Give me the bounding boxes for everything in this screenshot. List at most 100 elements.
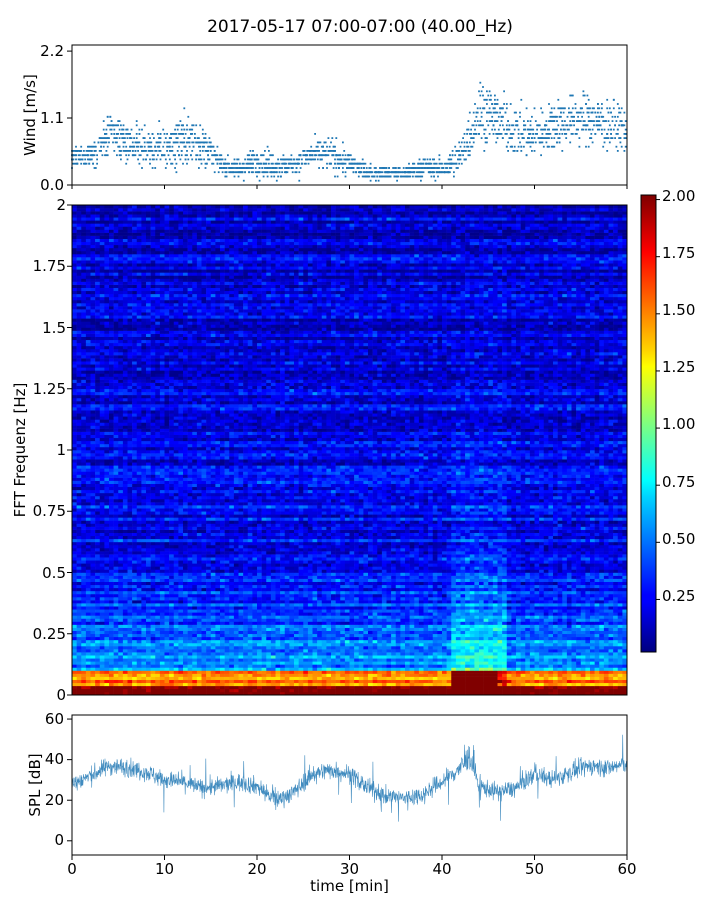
wind-point: [187, 158, 190, 161]
spectrogram-cell: [104, 673, 110, 677]
spectrogram-cell: [215, 685, 221, 690]
wind-point: [372, 175, 375, 178]
spectrogram-cell: [562, 646, 568, 650]
spectrogram-cell: [247, 670, 253, 674]
spectrogram-cell: [99, 621, 105, 625]
spectrogram-cell: [252, 646, 258, 650]
wind-point: [316, 141, 319, 144]
spectrogram-cell: [141, 630, 147, 635]
wind-point: [538, 124, 541, 127]
spectrogram-cell: [280, 664, 286, 668]
spectrogram-cell: [229, 655, 235, 659]
wind-point: [400, 175, 402, 178]
spectrogram-cell: [622, 658, 628, 662]
spectrogram-cell: [104, 646, 110, 650]
spectrogram-cell: [72, 664, 77, 668]
spectrogram-cell: [280, 627, 286, 631]
wind-point: [118, 150, 121, 152]
wind-point: [141, 145, 143, 148]
spectrogram-cell: [178, 627, 184, 631]
wind-point: [472, 141, 475, 144]
wind-point: [598, 115, 601, 118]
wind-point: [571, 107, 574, 110]
spectrogram-cell: [155, 655, 161, 659]
wind-point: [134, 141, 137, 144]
spectrogram-cell: [395, 667, 401, 671]
wind-point: [483, 133, 486, 135]
spectrogram-cell: [280, 658, 286, 662]
spectrogram-cell: [437, 658, 443, 662]
wind-point: [149, 145, 151, 148]
wind-point: [298, 162, 301, 165]
spectrogram-cell: [136, 682, 142, 687]
wind-point: [468, 141, 471, 144]
spectrogram-cell: [418, 627, 424, 631]
spectrogram-cell: [442, 688, 447, 693]
wind-point: [520, 98, 523, 101]
spectrogram-cell: [428, 664, 434, 668]
wind-point: [279, 167, 282, 169]
spectrogram-cell: [118, 667, 124, 671]
spectrogram-cell: [127, 642, 133, 647]
spectrogram-cell: [377, 676, 383, 680]
wind-point: [109, 128, 112, 131]
spectrogram-cell: [127, 624, 133, 628]
chart-title: 2017-05-17 07:00-07:00 (40.00_Hz): [207, 17, 513, 37]
spectrogram-cell: [183, 630, 188, 635]
wind-point: [100, 141, 102, 144]
spectrogram-cell: [423, 624, 429, 628]
spectrogram-cell: [122, 688, 128, 693]
spectrogram-cell: [492, 621, 498, 625]
spectrogram-cell: [303, 667, 309, 671]
wind-point: [137, 145, 139, 148]
spectrogram-cell: [243, 679, 249, 684]
wind-point: [556, 128, 558, 131]
spectrogram-cell: [206, 661, 212, 665]
wind-point: [174, 167, 176, 169]
spectrogram-cell: [257, 624, 262, 628]
spectrogram-cell: [548, 636, 554, 641]
spectrogram-cell: [150, 646, 156, 650]
spectrogram-cell: [432, 670, 438, 674]
wind-point: [505, 128, 508, 131]
spectrogram-cell: [331, 652, 336, 656]
spectrogram-cell: [428, 633, 434, 638]
wind-point: [359, 162, 361, 165]
spectrogram-cell: [363, 691, 369, 696]
spectrogram-cell: [391, 655, 397, 659]
wind-point: [471, 137, 474, 139]
spectrogram-cell: [395, 649, 401, 653]
spectrogram-cell: [488, 642, 494, 647]
spectrogram-cell: [266, 652, 272, 656]
spectrogram-cell: [201, 664, 207, 668]
wind-point: [105, 154, 108, 157]
spectrogram-cell: [215, 633, 221, 638]
wind-point: [408, 175, 410, 178]
spectrogram-cell: [418, 649, 424, 653]
wind-point: [207, 145, 209, 148]
spectrogram-cell: [395, 673, 401, 677]
spectrogram-cell: [118, 661, 124, 665]
wind-point: [508, 137, 511, 139]
spectrogram-cell: [85, 667, 91, 671]
spectrogram-cell: [118, 652, 124, 656]
spectrogram-cell: [298, 661, 304, 665]
spectrogram-cell: [571, 624, 577, 628]
wind-point: [142, 137, 145, 139]
spectrogram-cell: [344, 649, 350, 653]
wind-point: [364, 171, 367, 174]
spectrogram-cell: [95, 633, 101, 638]
spectrogram-cell: [81, 679, 87, 684]
spectrogram-cell: [99, 624, 105, 628]
spectrogram-cell: [187, 630, 193, 635]
spectrogram-cell: [594, 691, 600, 696]
spectrogram-cell: [506, 670, 512, 674]
spectrogram-cell: [622, 642, 628, 647]
spectrogram-cell: [261, 682, 267, 687]
wind-point: [223, 167, 225, 169]
wind-point: [579, 120, 582, 122]
spectrogram-cell: [368, 691, 373, 696]
spectrogram-cell: [210, 652, 216, 656]
spectrogram-cell: [423, 627, 429, 631]
spectrogram-cell: [164, 655, 170, 659]
